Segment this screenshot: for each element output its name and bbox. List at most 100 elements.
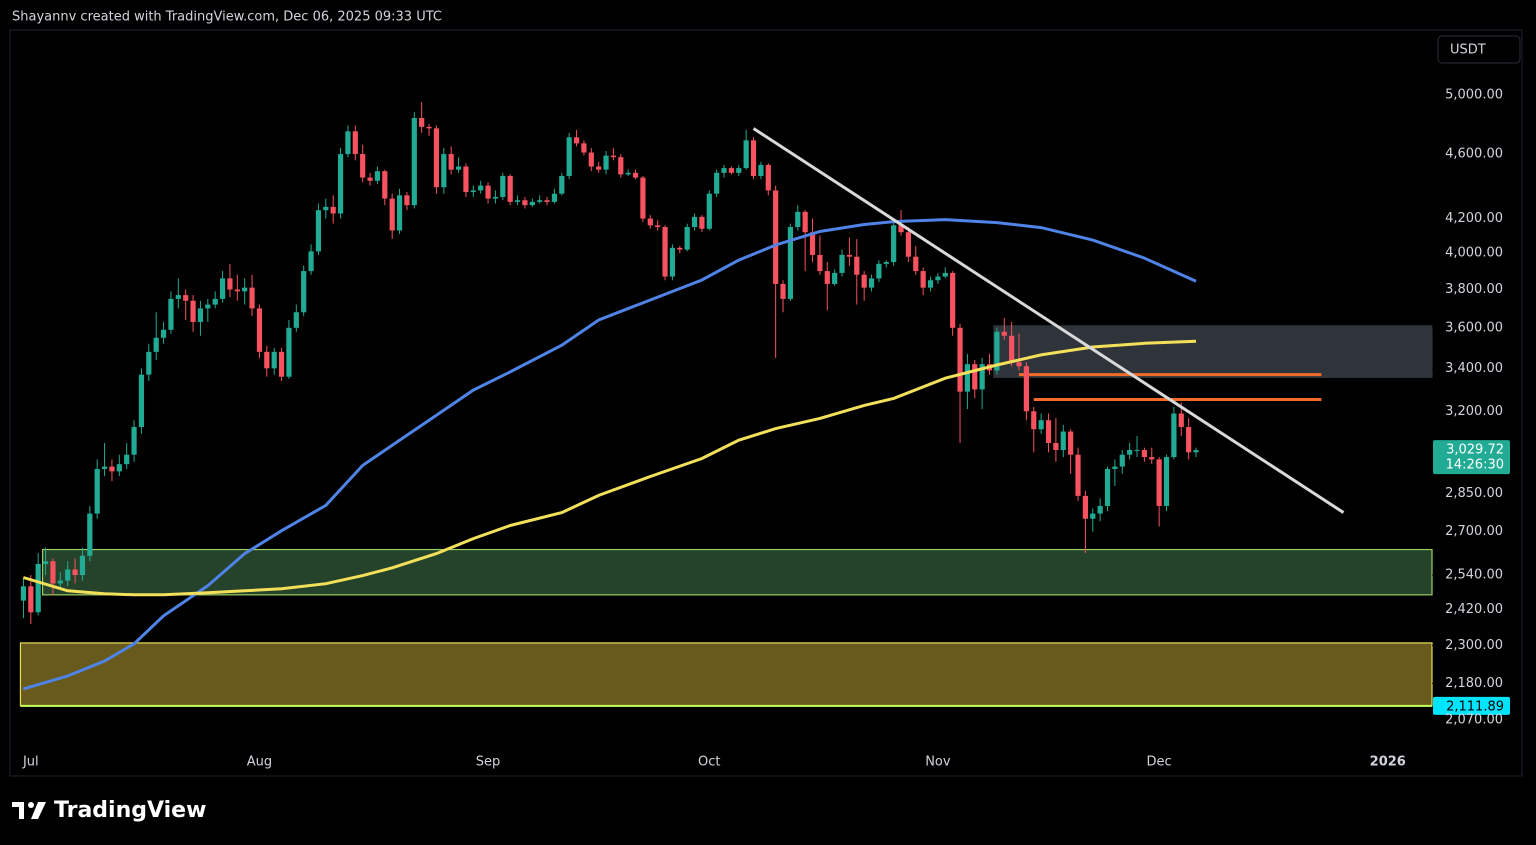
candle-body: [736, 168, 742, 173]
candle-body: [994, 331, 1000, 371]
candle-body: [861, 274, 867, 288]
candle-body: [492, 196, 499, 199]
moving-average: [22, 339, 1197, 597]
candle-body: [551, 193, 558, 202]
candle-body: [1053, 443, 1059, 450]
y-tick-label: 2,300.00: [1445, 638, 1503, 653]
candle-body: [787, 227, 794, 299]
candle-body: [610, 155, 617, 158]
candle-body: [168, 298, 174, 330]
candle-body: [854, 256, 860, 275]
candle-body: [227, 278, 233, 290]
x-tick-label: Dec: [1147, 755, 1172, 770]
candle-body: [846, 254, 853, 257]
candle-body: [625, 172, 631, 175]
candle-body: [419, 118, 425, 127]
candle-body: [603, 155, 609, 170]
candle-body: [817, 254, 823, 272]
candle-body: [677, 247, 683, 250]
candle-body: [345, 131, 351, 155]
support-label-box: [1433, 696, 1510, 715]
candle-body: [79, 555, 86, 576]
candle-body: [758, 164, 764, 176]
candle-body: [293, 312, 299, 328]
candle-body: [809, 232, 816, 255]
candle-body: [1031, 411, 1037, 430]
candle-body: [935, 276, 941, 281]
candle-body: [706, 193, 712, 229]
candle-body: [824, 271, 830, 284]
zone: [19, 642, 1433, 707]
x-tick-label: 2026: [1370, 755, 1406, 770]
candle-body: [330, 206, 336, 214]
candle-body: [234, 289, 240, 292]
candle-body: [537, 200, 543, 202]
candle-body: [559, 175, 565, 194]
x-tick-label: Aug: [247, 755, 272, 770]
y-tick-label: 2,070.00: [1445, 713, 1503, 728]
candle-body: [640, 177, 646, 219]
candle-body: [581, 143, 587, 153]
candle-body: [337, 154, 344, 214]
candle-body: [588, 152, 594, 167]
candle-body: [1045, 420, 1052, 444]
candle-body: [1171, 413, 1177, 458]
candle-body: [1178, 413, 1184, 427]
candle-body: [728, 168, 735, 173]
y-tick-label: 3,600.00: [1445, 320, 1503, 335]
candle-body: [765, 164, 771, 191]
y-tick-label: 5,000.00: [1445, 87, 1503, 102]
candle-body: [1119, 454, 1125, 467]
candle-body: [65, 569, 71, 581]
price-label: 3,029.72: [1446, 443, 1504, 458]
candle-body: [153, 337, 159, 352]
candle-body: [632, 172, 639, 178]
candle-body: [957, 327, 963, 392]
candle-body: [212, 298, 218, 305]
y-tick-label: 4,200.00: [1445, 211, 1503, 226]
support-label: 2,111.89: [1446, 699, 1504, 714]
y-tick-label: 4,000.00: [1445, 246, 1503, 261]
candle-body: [1127, 449, 1133, 455]
candle-body: [566, 137, 572, 176]
candle-body: [1156, 459, 1162, 506]
candle-body: [1016, 362, 1022, 367]
currency[interactable]: USDT: [1450, 43, 1486, 58]
candle-body: [478, 185, 484, 191]
candle-body: [175, 295, 181, 299]
candle-body: [183, 295, 189, 301]
candle-body: [116, 464, 122, 472]
candle-body: [264, 351, 270, 369]
candle-body: [839, 254, 845, 273]
candle-body: [618, 157, 624, 175]
candle-body: [942, 272, 948, 277]
candle-body: [669, 247, 676, 277]
candle-body: [190, 300, 196, 322]
candle-body: [286, 327, 292, 377]
candle-body: [278, 351, 285, 377]
candle-body: [57, 580, 63, 584]
candle-body: [655, 225, 661, 228]
candle-body: [507, 175, 513, 202]
currency-button[interactable]: [1437, 35, 1521, 64]
candle-body: [463, 166, 469, 193]
candle-body: [271, 351, 277, 369]
candle-body: [389, 198, 395, 231]
candle-body: [396, 195, 403, 231]
x-tick-label: Nov: [925, 755, 951, 770]
candle-body: [920, 271, 926, 288]
candle-body: [596, 166, 602, 170]
candle-body: [205, 304, 211, 309]
x-tick-label: Oct: [698, 755, 720, 770]
candle-body: [514, 200, 521, 202]
y-tick-label: 4,600.00: [1445, 147, 1503, 162]
candle-body: [1186, 426, 1192, 453]
candle-body: [455, 166, 462, 170]
candle-body: [883, 262, 889, 264]
candle-body: [1193, 450, 1199, 453]
candle-body: [1060, 431, 1066, 450]
candle-body: [1104, 468, 1111, 506]
candle-body: [124, 454, 130, 465]
y-tick-label: 2,850.00: [1445, 486, 1503, 501]
